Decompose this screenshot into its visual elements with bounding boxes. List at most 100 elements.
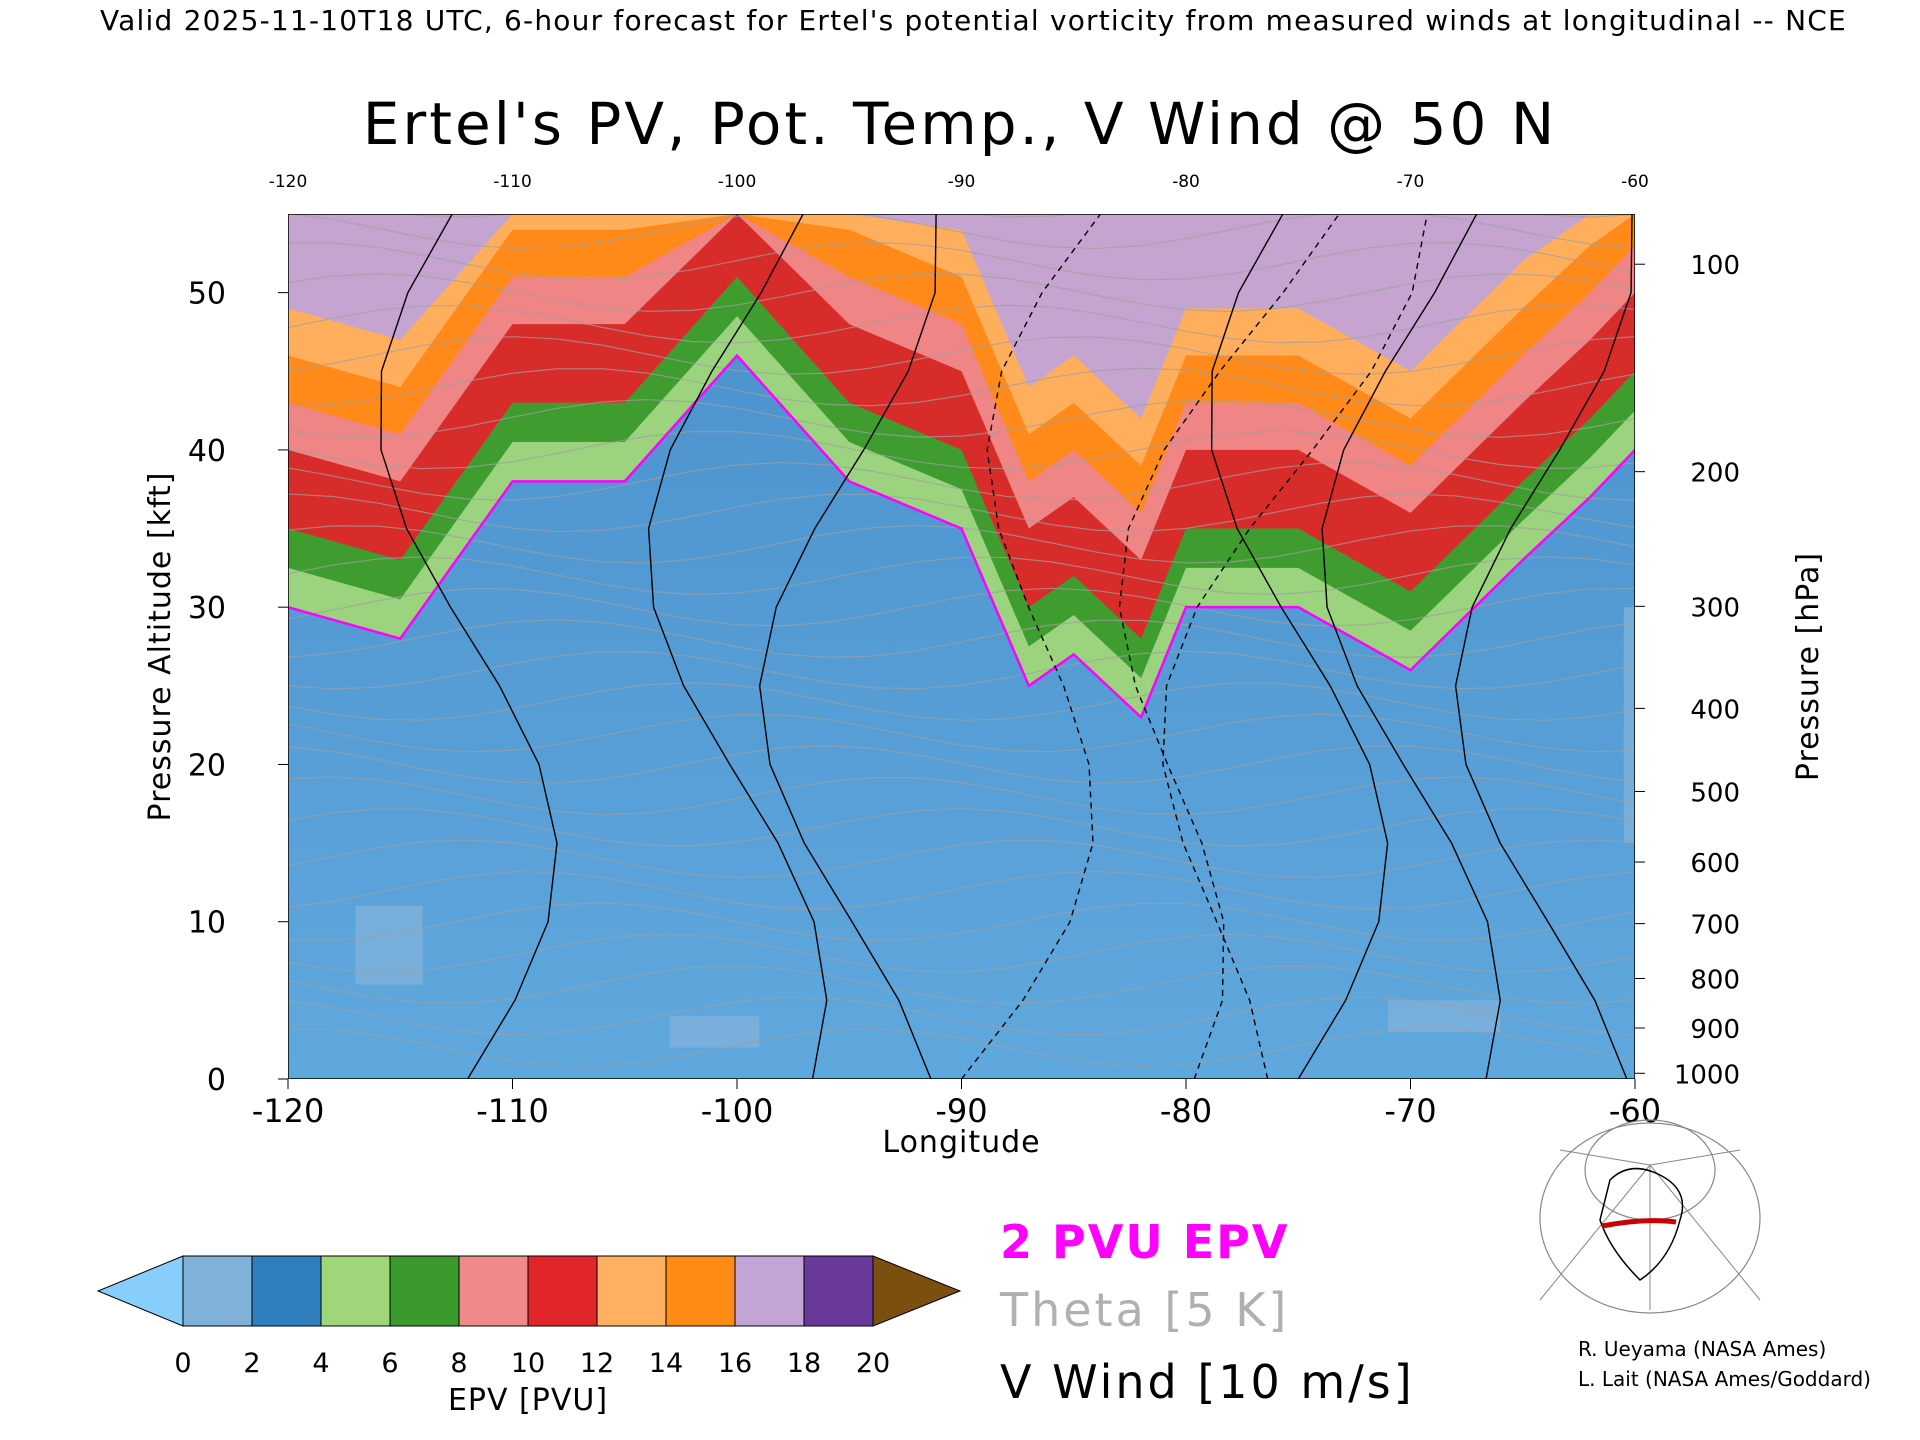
colorbar: 0 2 4 6 8 10 12 14 16 18 20 EPV [PVU]	[96, 1255, 962, 1418]
low-pv-patch-1	[669, 1016, 760, 1048]
theta-contour	[288, 273, 1635, 313]
vwind-contour	[1321, 214, 1502, 1079]
y-tick-label: 20	[188, 748, 226, 783]
vwind-contour	[647, 214, 828, 1079]
map-meridian	[1649, 1149, 1741, 1166]
colorbar-over-arrow	[872, 1255, 962, 1327]
colorbar-segment-8	[458, 1255, 529, 1327]
pressure-tick-label: 900	[1690, 1015, 1740, 1045]
theta-contour	[288, 807, 1635, 847]
epv-2pvu-contour	[288, 353, 1635, 720]
vwind-contour	[1118, 214, 1340, 1079]
pressure-tick-label: 700	[1690, 911, 1740, 941]
theta-contour	[288, 902, 1635, 942]
theta-contour	[288, 367, 1635, 407]
legend-vwind: V Wind [10 m/s]	[1000, 1355, 1415, 1409]
x-tick-label: -90	[935, 1092, 987, 1130]
pressure-tick-label: 300	[1690, 593, 1740, 623]
colorbar-tick-label: 16	[718, 1348, 752, 1379]
theta-contour	[288, 965, 1635, 1005]
colorbar-segment-4	[320, 1255, 391, 1327]
y-tick-label: 50	[188, 277, 226, 312]
map-meridian	[1539, 1164, 1651, 1301]
pressure-tick-label: 100	[1690, 251, 1740, 281]
y-tick-label: 40	[188, 434, 226, 469]
credit-author-2: L. Lait (NASA Ames/Goddard)	[1578, 1367, 1871, 1391]
colorbar-tick-label: 18	[787, 1348, 821, 1379]
theta-contour	[288, 461, 1635, 501]
colorbar-tick-label: 6	[381, 1348, 398, 1379]
theta-contour	[288, 336, 1635, 375]
colorbar-under-arrow	[96, 1255, 184, 1327]
theta-contour	[288, 587, 1635, 627]
theta-contour	[288, 241, 1635, 281]
y-tick-label: 30	[188, 591, 226, 626]
colorbar-tick-label: 10	[511, 1348, 545, 1379]
axes: -120 -120 -110 -110 -100 -100 -90 -90 -80 -80 -70 -…	[143, 172, 1826, 1160]
low-pv-patch-0	[355, 906, 423, 985]
theta-contour	[288, 682, 1635, 721]
locator-map	[1539, 1119, 1761, 1314]
theta-contour	[288, 996, 1635, 1036]
colorbar-segment-0	[182, 1255, 253, 1327]
colorbar-tick-label: 20	[856, 1348, 890, 1379]
x-top-tick-label: -80	[1172, 172, 1200, 192]
theta-contour	[288, 619, 1635, 659]
x-top-tick-label: -70	[1397, 172, 1425, 192]
colorbar-tick-label: 8	[450, 1348, 467, 1379]
legend-epv-contour: 2 PVU EPV	[1000, 1215, 1290, 1269]
low-pv-patch-3	[1623, 607, 1635, 844]
theta-contour	[288, 493, 1635, 533]
x-tick-label: -110	[476, 1092, 549, 1130]
x-tick-label: -120	[252, 1092, 325, 1130]
colorbar-tick-label: 4	[312, 1348, 329, 1379]
x-axis-label: Longitude	[882, 1125, 1040, 1160]
map-coastline	[1599, 1167, 1684, 1281]
theta-contour	[288, 1028, 1635, 1067]
theta-contour	[288, 556, 1635, 596]
colorbar-segment-6	[389, 1255, 460, 1327]
y-axis-label: Pressure Altitude [kft]	[143, 472, 178, 822]
colorbar-segment-2	[251, 1255, 322, 1327]
x-top-tick-label: -60	[1621, 172, 1649, 192]
colorbar-segment-14	[665, 1255, 736, 1327]
colorbar-tick-label: 14	[649, 1348, 683, 1379]
theta-contour	[288, 398, 1635, 438]
chart-title: Ertel's PV, Pot. Temp., V Wind @ 50 N	[362, 90, 1558, 158]
pressure-tick-label: 800	[1690, 965, 1740, 995]
x-tick-label: -100	[701, 1092, 774, 1130]
x-top-tick-label: -120	[269, 172, 308, 192]
theta-contour	[288, 304, 1635, 344]
theta-contour	[289, 214, 1635, 250]
x-top-tick-label: -110	[493, 172, 532, 192]
forecast-header: Valid 2025-11-10T18 UTC, 6-hour forecast…	[100, 4, 1847, 37]
theta-contour	[288, 870, 1635, 910]
theta-contour	[288, 650, 1635, 690]
vwind-contour	[1454, 214, 1633, 1079]
pressure-tick-label: 200	[1690, 459, 1740, 489]
vwind-contour	[1210, 214, 1389, 1079]
colorbar-segment-16	[734, 1255, 805, 1327]
x-tick-label: -80	[1160, 1092, 1212, 1130]
theta-contour	[288, 776, 1635, 816]
vwind-contour	[380, 214, 558, 1079]
map-meridian	[1649, 1164, 1761, 1301]
colorbar-segment-12	[596, 1255, 667, 1327]
colorbar-segment-10	[527, 1255, 598, 1327]
pressure-tick-label: 500	[1690, 778, 1740, 808]
credit-author-1: R. Ueyama (NASA Ames)	[1578, 1337, 1827, 1361]
theta-contour	[288, 744, 1635, 784]
colorbar-label: EPV [PVU]	[448, 1383, 608, 1418]
x-top-tick-label: -90	[948, 172, 976, 192]
vwind-contour	[758, 214, 937, 1079]
theta-contour	[288, 933, 1635, 973]
map-meridian	[1559, 1149, 1651, 1166]
y-tick-label: 10	[188, 906, 226, 941]
legend-theta: Theta [5 K]	[1000, 1283, 1290, 1337]
theta-contour	[288, 430, 1635, 470]
x-top-tick-label: -100	[718, 172, 757, 192]
vwind-contour	[960, 214, 1102, 1079]
epv-band-6	[288, 214, 1635, 419]
map-latitude-circle	[1539, 1122, 1761, 1314]
